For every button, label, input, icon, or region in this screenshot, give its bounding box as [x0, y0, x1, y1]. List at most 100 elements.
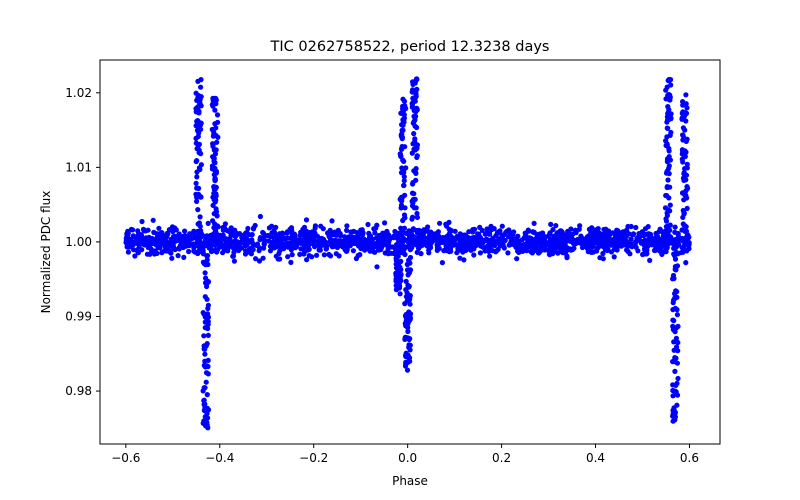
data-point [303, 238, 309, 244]
data-point [398, 202, 405, 208]
data-point [164, 234, 170, 240]
data-point [202, 294, 208, 300]
data-point [666, 107, 672, 113]
data-point [445, 235, 451, 241]
data-point [680, 221, 686, 227]
data-point [289, 227, 295, 234]
data-point [666, 163, 672, 169]
data-point [380, 237, 386, 243]
data-point [182, 228, 188, 234]
y-tick-label: 1.01 [65, 160, 92, 174]
data-point [318, 223, 324, 229]
data-point [680, 114, 686, 121]
data-point [401, 98, 408, 104]
data-point [463, 240, 469, 246]
data-point [195, 78, 201, 84]
data-point [502, 237, 508, 244]
data-point [664, 157, 671, 163]
data-point [674, 402, 680, 408]
data-point [181, 254, 187, 260]
data-point [645, 224, 651, 230]
data-point [291, 236, 297, 242]
data-point [615, 235, 621, 241]
data-point [680, 102, 686, 108]
data-point [326, 251, 332, 258]
data-point [329, 218, 335, 224]
data-point [400, 169, 406, 175]
data-point [196, 192, 202, 198]
data-point [281, 246, 287, 252]
data-point [403, 165, 409, 171]
data-point [684, 136, 690, 142]
data-point [193, 90, 199, 96]
data-point [230, 253, 236, 259]
data-point [200, 249, 206, 255]
data-point [350, 248, 356, 254]
data-point [151, 229, 157, 235]
data-point [195, 228, 201, 234]
data-point [372, 230, 378, 236]
data-point [647, 231, 654, 237]
data-point [552, 247, 558, 254]
data-point [166, 227, 172, 233]
data-point [680, 132, 686, 138]
data-point [665, 231, 671, 237]
data-point [487, 253, 493, 259]
data-point [596, 230, 603, 236]
data-point [195, 94, 201, 101]
data-point [682, 153, 688, 160]
data-point [195, 238, 201, 244]
data-point [581, 240, 587, 246]
data-point [153, 237, 159, 243]
data-point [682, 192, 688, 198]
data-point [123, 239, 129, 246]
data-point [194, 174, 200, 180]
data-point [205, 325, 211, 332]
data-point [161, 238, 167, 244]
data-point [208, 248, 215, 255]
data-point [675, 339, 681, 346]
data-point [382, 220, 388, 226]
data-point [297, 237, 303, 243]
data-point [672, 414, 679, 420]
data-point [200, 259, 206, 265]
data-point [285, 254, 291, 260]
data-point [414, 145, 420, 152]
data-point [456, 247, 462, 253]
data-point [175, 253, 181, 259]
data-point [542, 247, 548, 253]
data-point [610, 230, 616, 236]
data-point [211, 225, 217, 231]
data-point [262, 233, 268, 239]
data-point [628, 223, 634, 230]
data-point [344, 227, 350, 233]
data-point [394, 233, 400, 239]
data-point [681, 248, 687, 254]
data-point [309, 254, 315, 260]
data-point [578, 233, 584, 239]
data-point [204, 257, 210, 263]
data-point [175, 232, 182, 238]
data-point [576, 226, 582, 232]
data-point [683, 92, 689, 98]
data-point [398, 278, 404, 284]
data-point [211, 184, 217, 190]
data-point [670, 317, 676, 323]
data-point [162, 244, 168, 250]
data-point [466, 229, 472, 235]
data-point [132, 253, 138, 259]
data-point [139, 218, 145, 225]
data-point [169, 243, 175, 249]
data-point [605, 245, 611, 251]
data-point [197, 214, 203, 220]
data-point [397, 151, 403, 157]
data-point [213, 133, 219, 139]
data-point [303, 243, 309, 249]
data-point [405, 335, 411, 341]
data-point [657, 226, 663, 232]
data-point [210, 194, 216, 200]
data-point [497, 238, 503, 244]
data-point [277, 248, 283, 254]
data-point [217, 232, 223, 238]
data-point [136, 233, 142, 239]
